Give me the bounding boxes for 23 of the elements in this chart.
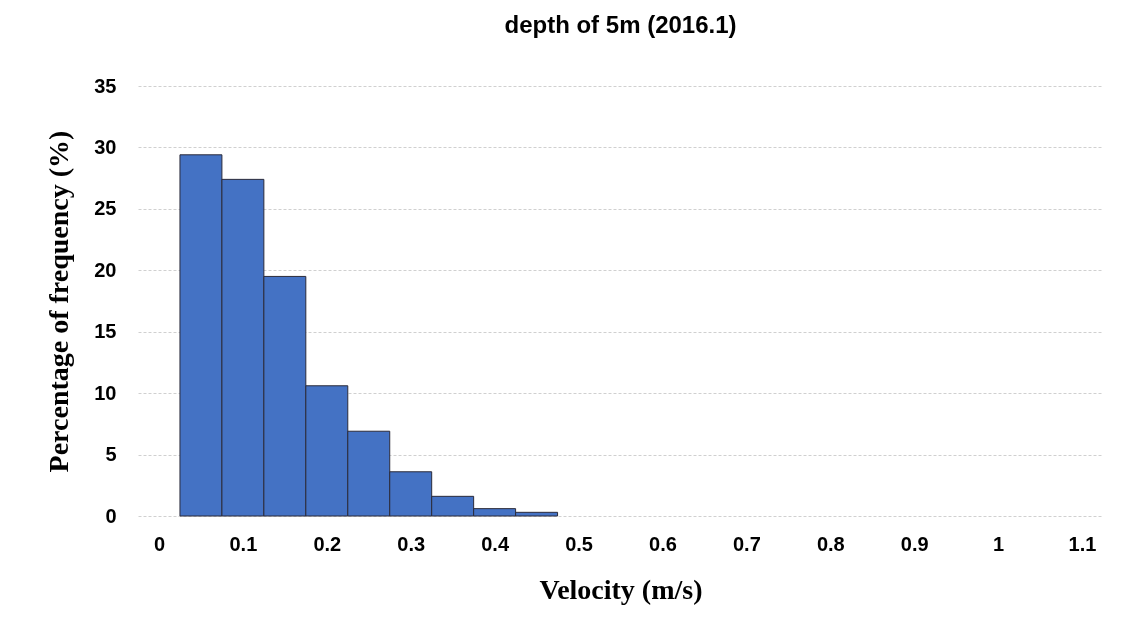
x-tick-label: 0.4 [481,532,510,555]
y-tick-label: 10 [94,381,117,404]
x-tick-label: 1 [993,532,1005,555]
x-tick-label: 0.1 [229,532,258,555]
y-tick-label: 30 [94,135,117,158]
chart-title: depth of 5m (2016.1) [504,11,737,38]
x-tick-label: 0 [153,532,166,555]
x-tick-label: 0.8 [816,532,845,555]
x-tick-label: 0.6 [649,532,677,555]
y-tick-label: 0 [105,504,117,527]
x-tick-label: 0.9 [900,532,929,555]
x-tick-label: 0.2 [313,532,342,555]
x-tick-label: 0.7 [732,532,761,555]
y-tick-label: 20 [94,258,117,281]
y-tick-label: 25 [94,197,117,220]
x-tick-label: 0.5 [565,532,593,555]
x-tick-label: 0.3 [397,532,426,555]
x-tick-label: 1.1 [1068,532,1097,555]
y-axis-title: Percentage of frequency (%) [43,130,75,473]
x-axis-title: Velocity (m/s) [539,573,703,605]
y-tick-label: 15 [94,320,117,343]
y-tick-label: 35 [94,74,117,97]
y-tick-label: 5 [105,443,117,466]
